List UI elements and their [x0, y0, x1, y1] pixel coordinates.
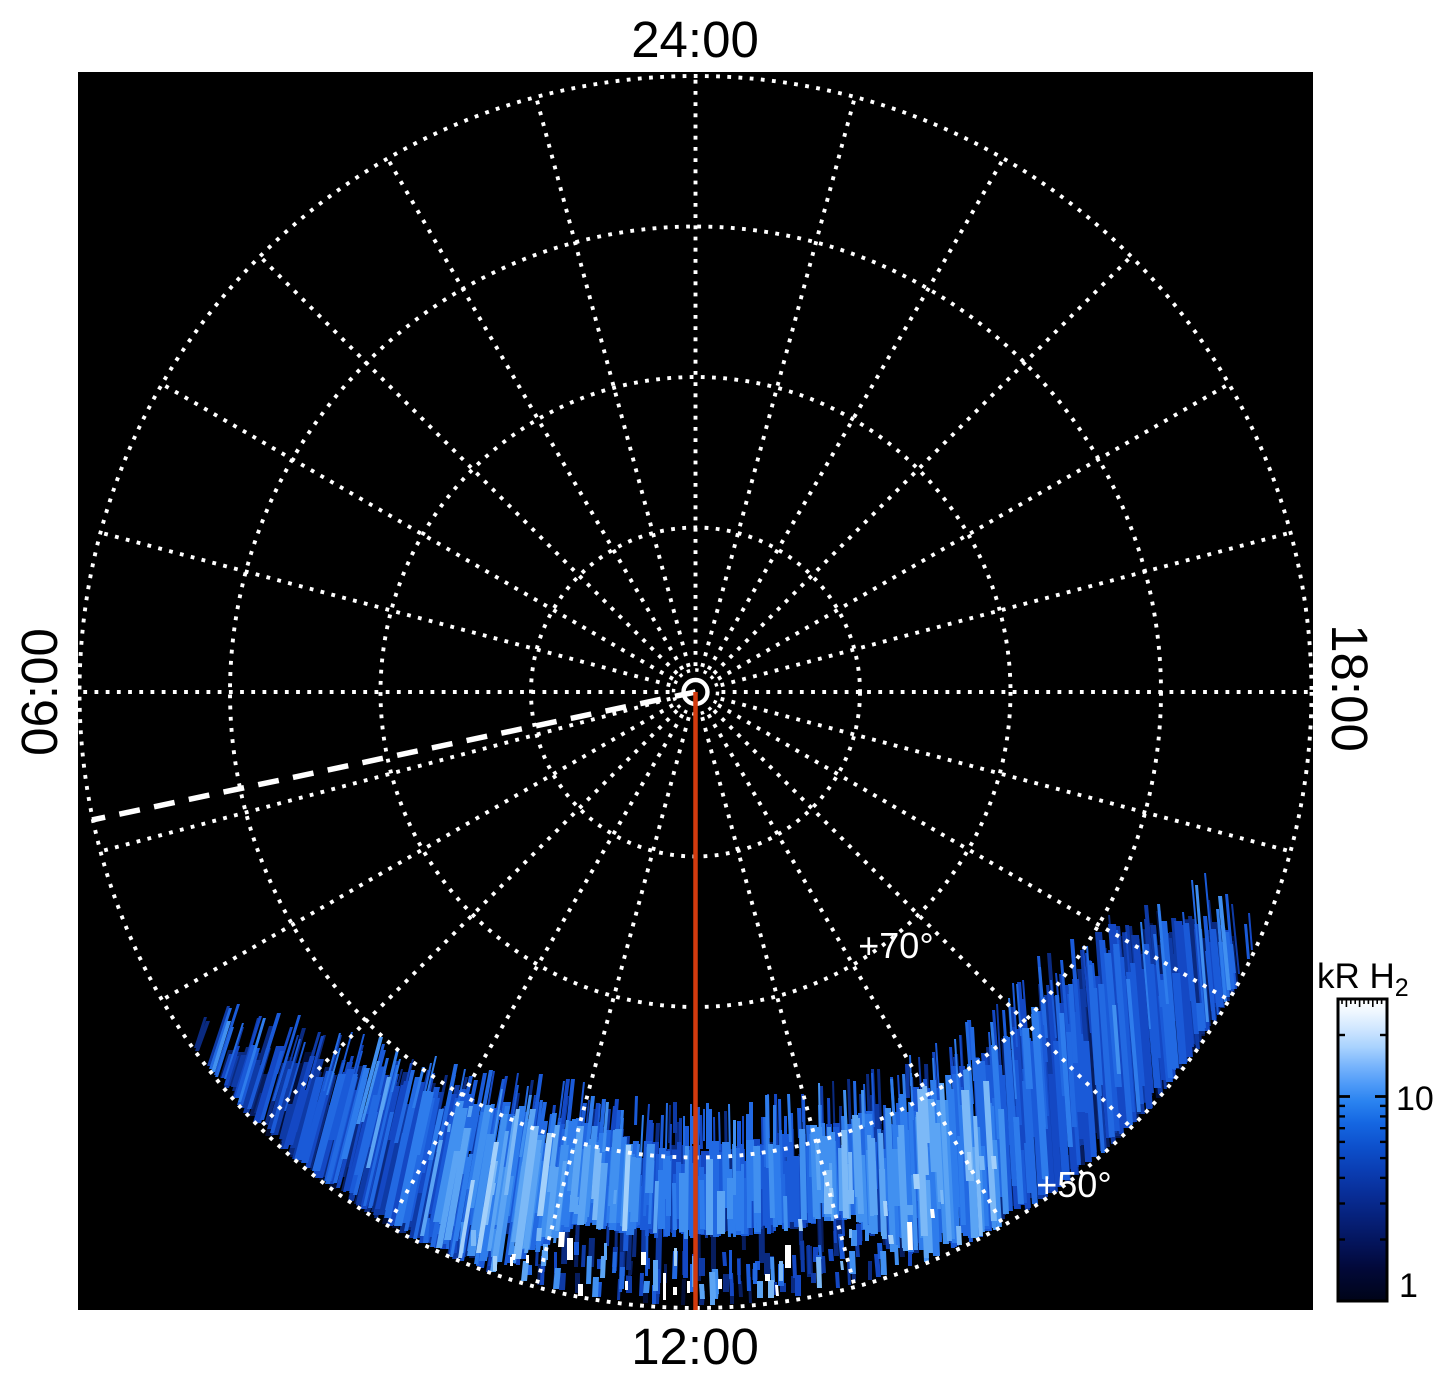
- svg-text:kR H2: kR H2: [1317, 957, 1409, 1002]
- svg-text:10: 10: [1396, 1080, 1434, 1118]
- svg-text:18:00: 18:00: [1321, 624, 1378, 752]
- svg-text:06:00: 06:00: [11, 628, 68, 756]
- svg-text:+70°: +70°: [858, 925, 933, 966]
- svg-text:12:00: 12:00: [631, 1318, 759, 1375]
- svg-text:1: 1: [1399, 1267, 1418, 1305]
- svg-text:+50°: +50°: [1036, 1164, 1111, 1205]
- svg-text:24:00: 24:00: [631, 11, 759, 68]
